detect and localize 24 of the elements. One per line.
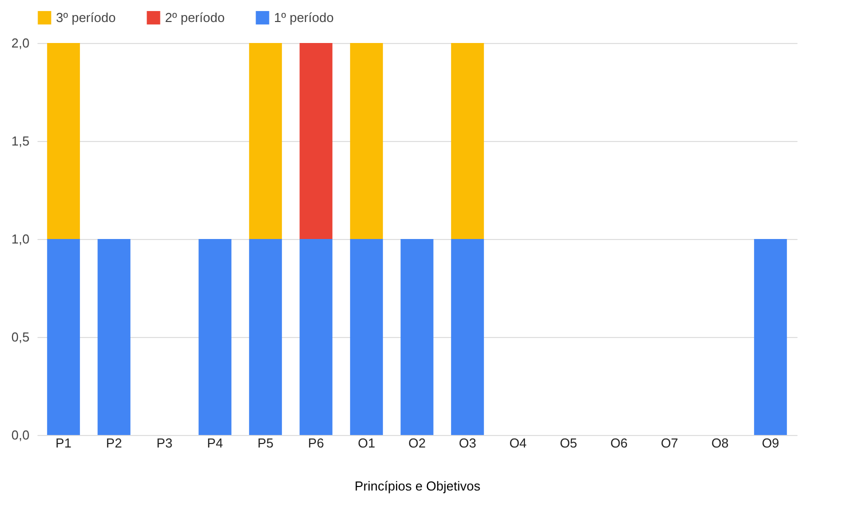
x-tick-label: P3: [156, 436, 172, 450]
x-tick-label: P6: [308, 436, 324, 450]
x-tick-label: P4: [207, 436, 223, 450]
x-tick-label: P1: [56, 436, 72, 450]
x-tick-label: P2: [106, 436, 122, 450]
x-tick-label: O4: [509, 436, 527, 450]
y-tick-label: 2,0: [11, 36, 30, 50]
legend-label: 1º período: [274, 10, 334, 25]
legend-label: 2º período: [165, 10, 225, 25]
x-tick-label: O7: [660, 436, 678, 450]
y-tick-label: 1,0: [11, 232, 30, 246]
x-tick-label: O5: [560, 436, 578, 450]
y-tick-label: 0,5: [11, 330, 30, 344]
x-tick-label: O3: [458, 436, 476, 450]
x-axis-title: Princípios e Objetivos: [354, 478, 481, 494]
x-tick-label: P5: [258, 436, 274, 450]
x-tick-label: O9: [762, 436, 780, 450]
y-tick-label: 0,0: [11, 428, 30, 442]
x-tick-label: O1: [358, 436, 376, 450]
legend-label: 3º período: [56, 10, 116, 25]
x-tick-label: O6: [610, 436, 628, 450]
y-tick-label: 1,5: [11, 134, 30, 148]
x-tick-label: O2: [408, 436, 426, 450]
x-tick-label: O8: [711, 436, 729, 450]
